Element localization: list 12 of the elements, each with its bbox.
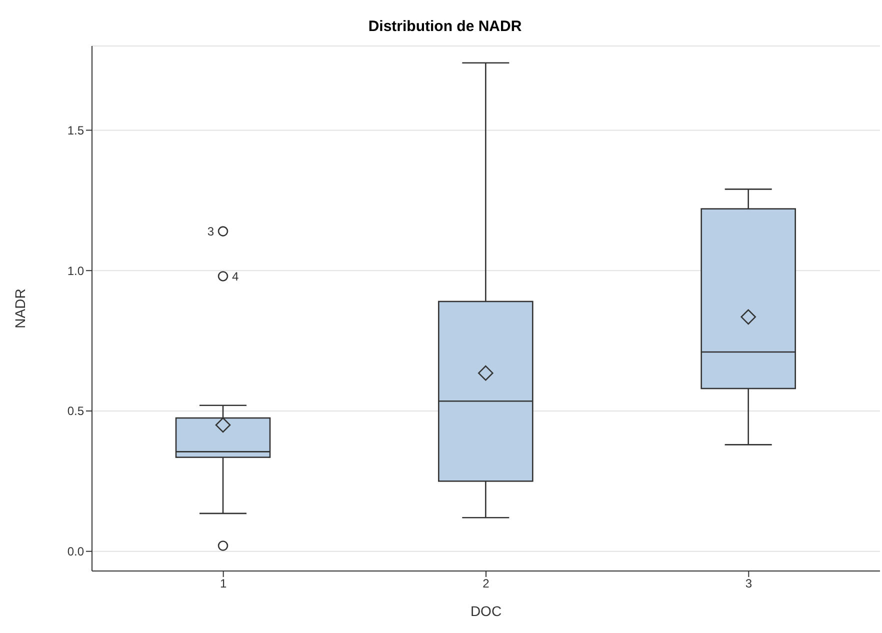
chart-title: Distribution de NADR	[348, 18, 542, 35]
y-axis-title: NADR	[12, 288, 28, 328]
x-tick-label: 2	[482, 576, 490, 591]
annotation: 3	[207, 224, 214, 238]
x-axis-title: DOC	[470, 603, 502, 619]
x-tick-label: 1	[220, 576, 227, 591]
annotation: 4	[232, 269, 239, 284]
x-tick-label: 3	[745, 576, 752, 591]
y-tick-label: 1.5	[67, 123, 84, 138]
y-tick-label: 0.0	[67, 544, 84, 559]
y-tick-label: 0.5	[67, 404, 84, 418]
y-tick-label: 1.0	[67, 264, 84, 278]
